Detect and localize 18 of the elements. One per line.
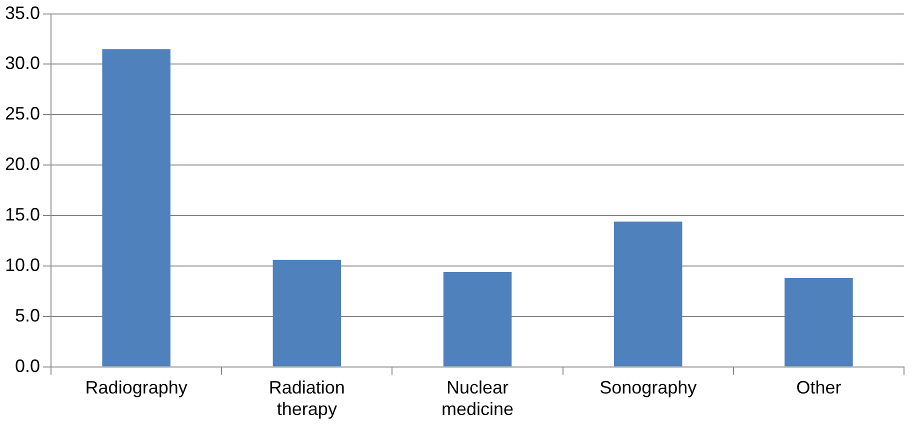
x-tick-label: Other bbox=[796, 378, 842, 398]
y-tick-label: 15.0 bbox=[4, 204, 40, 224]
y-tick-label: 5.0 bbox=[15, 305, 40, 326]
bar bbox=[443, 272, 512, 366]
y-tick-label: 25.0 bbox=[4, 104, 40, 124]
bar bbox=[784, 278, 853, 366]
y-tick-label: 10.0 bbox=[4, 254, 40, 275]
y-tick-label: 0.0 bbox=[15, 356, 40, 376]
bar bbox=[102, 49, 170, 366]
bar bbox=[272, 260, 342, 366]
y-tick-label: 30.0 bbox=[4, 53, 40, 74]
x-tick-label: Radiography bbox=[85, 378, 188, 398]
x-tick-label: Nuclear medicine bbox=[441, 378, 514, 420]
x-tick-label: Sonography bbox=[600, 378, 697, 398]
bar bbox=[614, 222, 682, 366]
y-tick-label: 35.0 bbox=[4, 2, 40, 23]
x-tick-label: Radiation therapy bbox=[268, 378, 345, 420]
y-tick-label: 20.0 bbox=[4, 154, 40, 174]
